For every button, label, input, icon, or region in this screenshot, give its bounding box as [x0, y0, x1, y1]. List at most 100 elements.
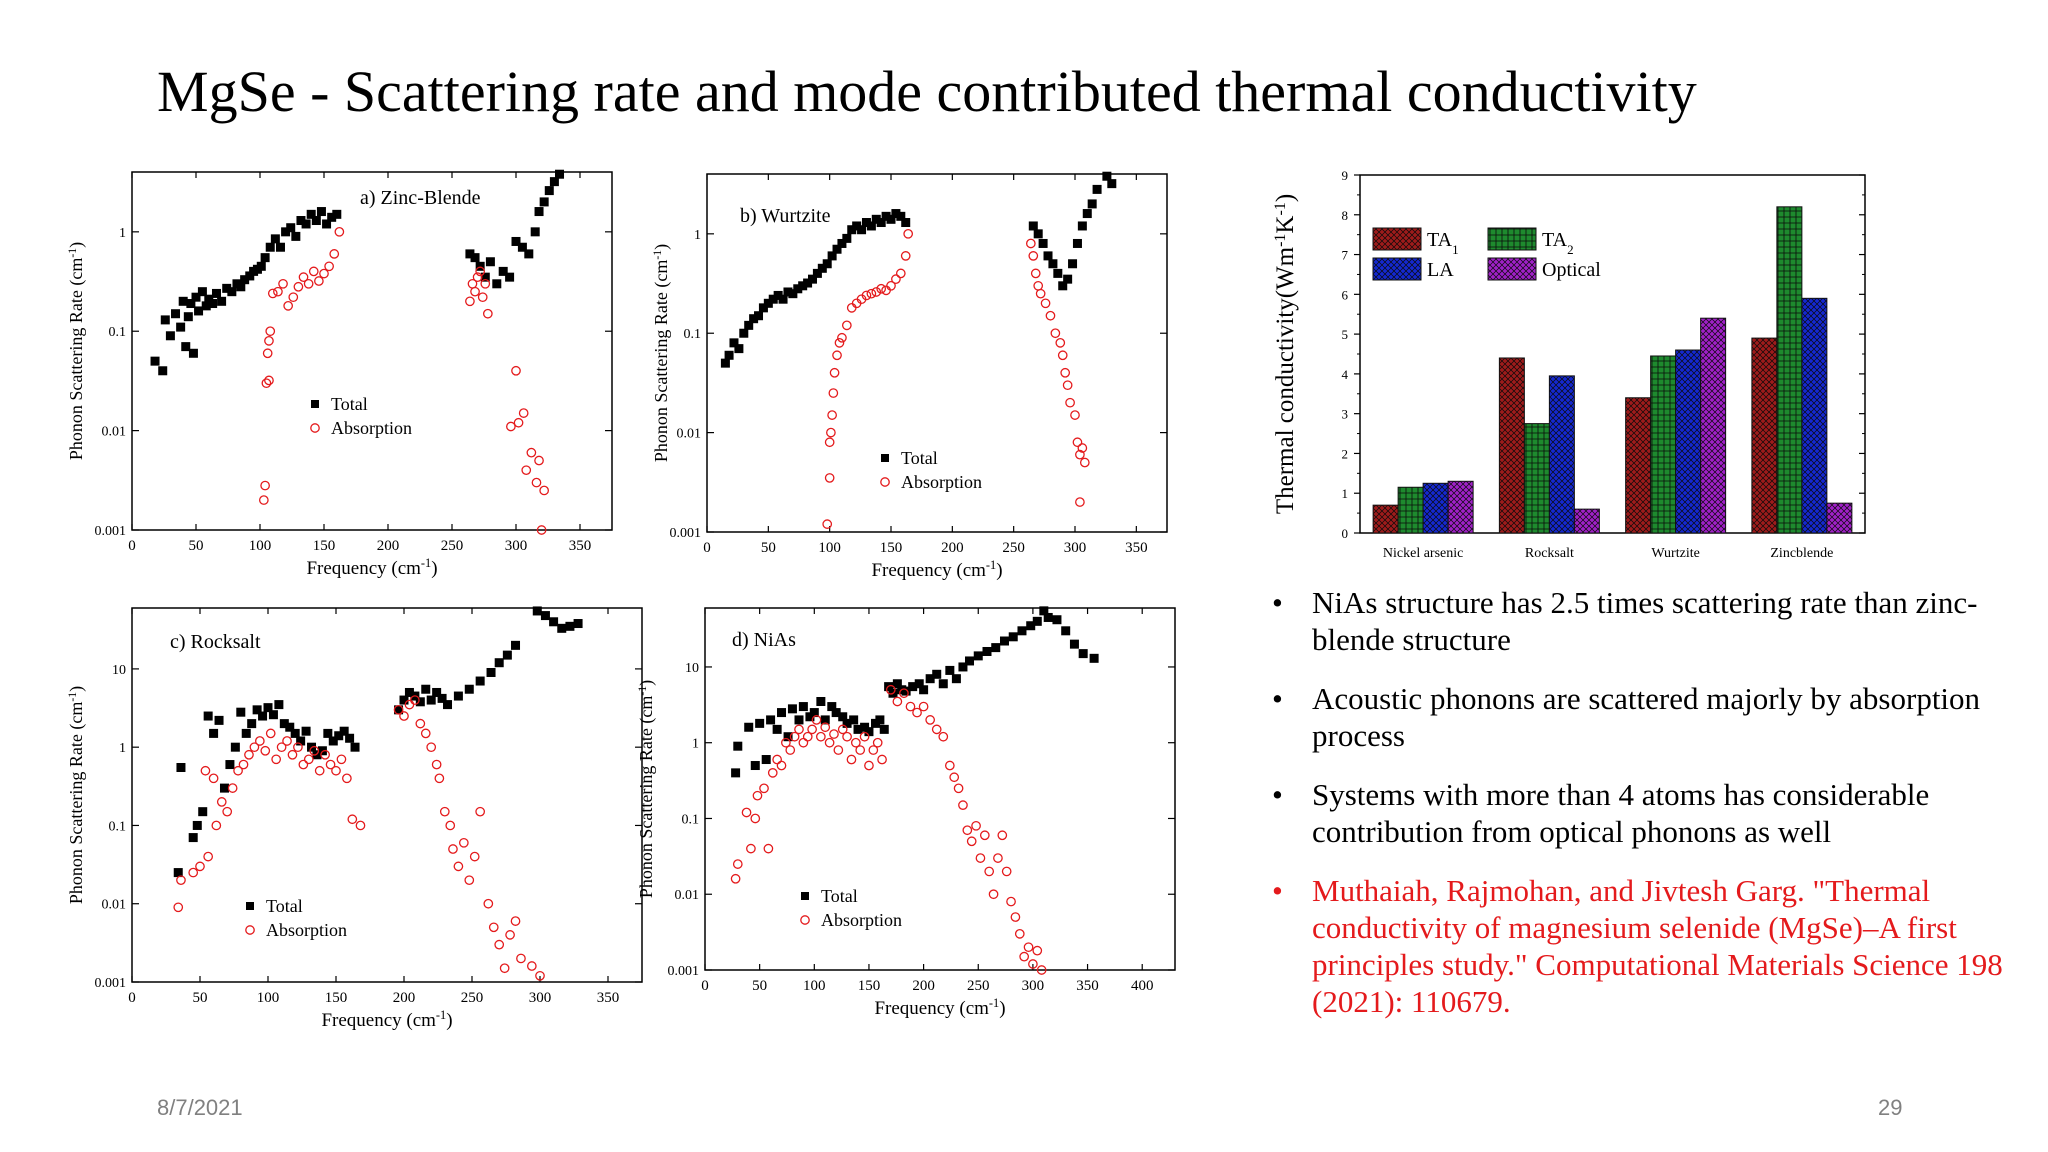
total-point — [827, 251, 837, 261]
legend-swatch — [1487, 227, 1537, 251]
x-tick-label: 50 — [193, 990, 208, 1006]
absorption-point — [984, 866, 995, 877]
total-point — [945, 665, 955, 675]
absorption-point — [822, 519, 833, 529]
absorption-point — [832, 350, 842, 361]
absorption-point — [827, 410, 837, 420]
x-tick-label: 100 — [257, 990, 280, 1006]
total-point — [188, 348, 198, 358]
x-tick-label: 300 — [505, 538, 528, 554]
absorption-point — [314, 765, 325, 776]
total-point — [306, 209, 316, 219]
total-point — [230, 742, 240, 752]
total-point — [729, 338, 739, 348]
absorption-point — [866, 288, 877, 299]
total-point — [734, 344, 744, 354]
y-axis-label: Phonon Scattering Rate (cm-1) — [66, 242, 88, 460]
absorption-point — [399, 711, 409, 721]
bar — [1826, 502, 1853, 534]
plot-frame — [706, 173, 1168, 533]
x-tick-label: 250 — [441, 538, 464, 554]
bar — [1675, 349, 1702, 534]
total-point — [432, 687, 442, 697]
absorption-point — [918, 701, 929, 712]
x-tick-label: 150 — [858, 978, 881, 994]
total-point — [1008, 632, 1018, 642]
absorption-point — [1079, 457, 1090, 468]
total-point — [485, 257, 495, 267]
absorption-point — [287, 749, 298, 760]
absorption-point — [173, 902, 184, 913]
total-point — [761, 755, 771, 765]
total-point — [191, 292, 201, 302]
total-point — [453, 691, 463, 701]
y-tick-label: 0.001 — [95, 976, 127, 991]
total-point — [437, 693, 447, 703]
total-point — [879, 724, 889, 734]
absorption-point — [510, 916, 521, 926]
absorption-point — [732, 859, 743, 869]
total-point — [203, 711, 213, 721]
absorption-point — [488, 922, 499, 933]
y-tick-label: 0.1 — [109, 819, 127, 834]
x-tick-label: Rocksalt — [1525, 546, 1574, 561]
absorption-point — [258, 495, 269, 505]
total-point — [555, 169, 565, 179]
x-tick-label: Zincblende — [1770, 546, 1833, 561]
absorption-point — [480, 278, 491, 289]
absorption-point — [872, 737, 883, 748]
total-point — [227, 287, 237, 297]
total-point — [1087, 199, 1097, 209]
y-tick-label: 8 — [1342, 208, 1349, 223]
total-point — [404, 687, 414, 697]
total-point — [470, 253, 480, 263]
total-point — [532, 606, 542, 616]
absorption-point — [334, 226, 345, 237]
total-point — [475, 261, 485, 271]
total-point — [534, 207, 544, 217]
plot-frame — [131, 607, 643, 983]
absorption-point — [282, 736, 292, 746]
x-tick-label: 150 — [880, 540, 903, 556]
total-point — [183, 312, 193, 322]
total-point — [178, 296, 188, 306]
absorption-point — [260, 480, 270, 491]
x-tick-label: 200 — [912, 978, 935, 994]
absorption-point — [750, 813, 761, 824]
absorption-point — [271, 754, 282, 765]
legend-swatch — [1372, 257, 1422, 281]
absorption-point — [203, 851, 214, 862]
total-point — [876, 218, 886, 228]
total-point — [573, 619, 583, 629]
total-point — [291, 231, 301, 241]
absorption-point — [227, 783, 238, 793]
legend-total-label: Total — [821, 886, 858, 906]
absorption-point — [876, 283, 887, 294]
total-point — [316, 207, 326, 217]
absorption-point — [859, 731, 870, 742]
absorption-point — [730, 873, 741, 884]
absorption-point — [534, 455, 544, 466]
absorption-point — [1062, 380, 1073, 391]
legend-absorption-label: Absorption — [331, 418, 412, 438]
plot-frame — [131, 171, 613, 531]
absorption-point — [434, 773, 445, 784]
absorption-point — [298, 272, 309, 283]
total-point — [1068, 259, 1078, 269]
absorption-point — [767, 768, 778, 778]
absorption-point — [820, 722, 831, 733]
y-tick-label: 1 — [692, 737, 699, 752]
legend-absorption-label: Absorption — [821, 910, 902, 930]
absorption-point — [1035, 288, 1046, 299]
total-point — [260, 253, 270, 263]
absorption-point — [347, 814, 358, 825]
absorption-point — [871, 287, 882, 297]
total-point — [498, 266, 508, 276]
total-point — [1072, 238, 1082, 248]
total-point — [793, 284, 803, 294]
x-tick-label: 350 — [569, 538, 592, 554]
total-point — [973, 651, 983, 661]
absorption-point — [264, 375, 274, 386]
total-point — [1063, 274, 1073, 284]
total-point — [323, 728, 333, 738]
